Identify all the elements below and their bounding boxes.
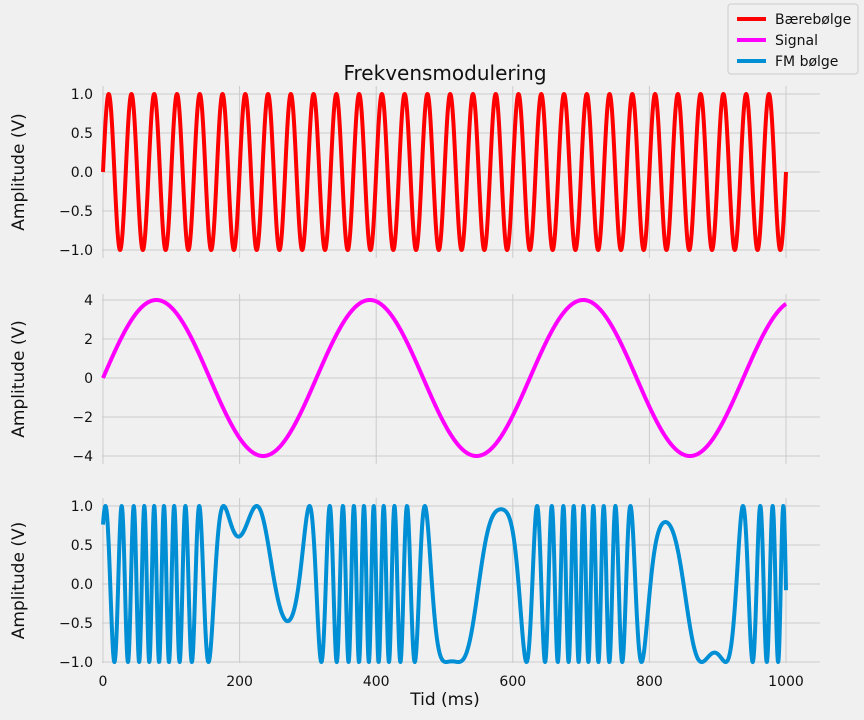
legend: Bærebølge Signal FM bølge <box>728 4 858 74</box>
y-tick-label: −2 <box>72 410 93 426</box>
x-tick-label: 800 <box>636 674 663 690</box>
x-tick-label: 1000 <box>768 674 804 690</box>
y-tick-label: 0.0 <box>71 165 93 181</box>
x-tick-label: 200 <box>226 674 253 690</box>
y-tick-label: 2 <box>84 332 93 348</box>
y-tick-label: 0.0 <box>71 577 93 593</box>
y-tick-label: −0.5 <box>59 204 93 220</box>
y-tick-label: 0 <box>84 371 93 387</box>
x-tick-label: 600 <box>499 674 526 690</box>
x-axis-label: Tid (ms) <box>409 690 479 710</box>
y-tick-label: −1.0 <box>59 243 93 259</box>
y-axis-label: Amplitude (V) <box>9 113 29 230</box>
y-tick-label: −0.5 <box>59 616 93 632</box>
y-axis-label: Amplitude (V) <box>9 320 29 437</box>
x-tick-label: 0 <box>99 674 108 690</box>
y-tick-label: 0.5 <box>71 126 93 142</box>
y-tick-label: 4 <box>84 293 93 309</box>
chart-title: Frekvensmodulering <box>343 61 546 85</box>
y-axis-label: Amplitude (V) <box>9 522 29 639</box>
y-tick-label: 0.5 <box>71 538 93 554</box>
legend-label: Signal <box>775 33 818 49</box>
legend-label: FM bølge <box>775 54 838 70</box>
y-tick-label: −1.0 <box>59 655 93 671</box>
legend-label: Bærebølge <box>775 12 851 28</box>
y-tick-label: 1.0 <box>71 499 93 515</box>
x-tick-label: 400 <box>363 674 390 690</box>
y-tick-label: −4 <box>72 449 93 465</box>
y-tick-label: 1.0 <box>71 87 93 103</box>
